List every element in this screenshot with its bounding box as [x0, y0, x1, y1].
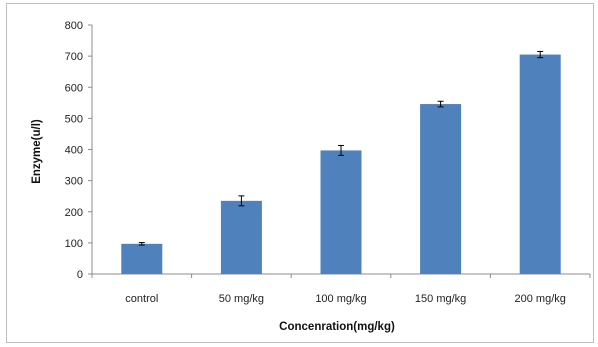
y-tick-label: 500	[65, 113, 83, 125]
x-axis-title: Concenration(mg/kg)	[279, 321, 395, 333]
y-tick-label: 600	[65, 82, 83, 94]
x-axis-ticks: control 50 mg/kg 100 mg/kg 150 mg/kg 200 mg/…	[91, 274, 591, 305]
bars	[121, 54, 561, 275]
y-tick-label: 400	[65, 145, 83, 157]
y-axis-title: Enzyme(u/l)	[31, 119, 43, 184]
y-tick-label: 200	[65, 207, 83, 219]
bar	[519, 54, 561, 274]
error-bars	[138, 50, 544, 246]
x-tick-label: 100 mg/kg	[315, 293, 366, 305]
x-tick-label: control	[125, 293, 158, 305]
chart-frame	[6, 3, 594, 343]
y-tick-label: 100	[65, 238, 83, 250]
y-axis-ticks: 0 100 200 300 400 500 600 700 800	[65, 20, 92, 281]
bar	[121, 243, 163, 274]
y-tick-label: 700	[65, 51, 83, 63]
y-tick-label: 800	[65, 20, 83, 32]
bar	[420, 104, 462, 275]
x-tick-label: 150 mg/kg	[415, 293, 466, 305]
x-tick-label: 200 mg/kg	[515, 293, 566, 305]
bar	[320, 150, 362, 274]
bar	[220, 200, 262, 274]
y-tick-label: 0	[77, 269, 83, 281]
y-tick-label: 300	[65, 176, 83, 188]
x-tick-label: 50 mg/kg	[219, 293, 264, 305]
